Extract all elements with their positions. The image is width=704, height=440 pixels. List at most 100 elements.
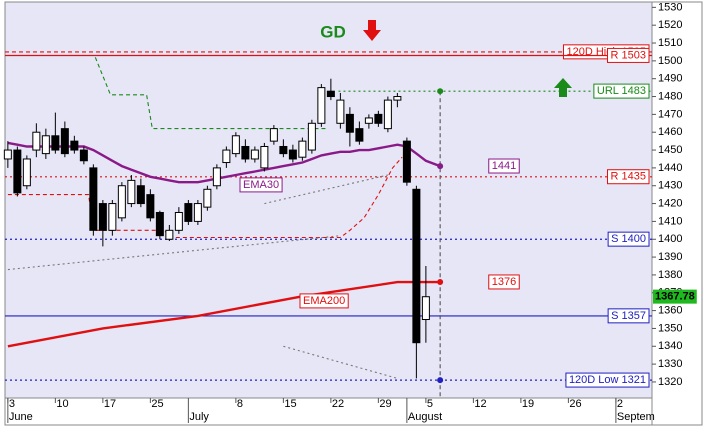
y-tick-label: 1390: [658, 251, 682, 263]
candle-body: [51, 135, 60, 151]
label-box: [565, 372, 650, 388]
level-label: R 1435: [611, 171, 646, 183]
y-tick-label: 1400: [658, 233, 682, 245]
candle-body: [421, 296, 430, 321]
x-month-label: August: [408, 411, 442, 423]
level-label: URL 1483: [597, 85, 646, 97]
y-axis-area: [651, 1, 703, 426]
candle-body: [288, 149, 297, 160]
y-tick-label: 1420: [658, 197, 682, 209]
x-tick-label: 15: [284, 398, 296, 410]
candle-body: [383, 99, 392, 130]
candle-body: [136, 185, 145, 205]
x-tick-label: 17: [104, 398, 116, 410]
y-tick-label: 1360: [658, 305, 682, 317]
y-tick-label: 1330: [658, 358, 682, 370]
x-tick-label: 8: [237, 398, 243, 410]
x-tick-label: 10: [56, 398, 68, 410]
y-tick-label: 1430: [658, 180, 682, 192]
level-dot: [437, 377, 444, 384]
x-tick-label: 29: [379, 398, 391, 410]
x-month-label: June: [9, 411, 33, 423]
candle-body: [165, 229, 174, 240]
candle-body: [146, 194, 155, 219]
level-dot: [437, 88, 444, 95]
candle-body: [374, 113, 383, 124]
candle-body: [326, 90, 335, 98]
candle-body: [108, 203, 117, 231]
x-tick-label: 2: [617, 398, 623, 410]
candle-body: [345, 113, 354, 133]
ema-line: [7, 141, 441, 184]
x-tick-label: 25: [151, 398, 163, 410]
y-tick-label: 1480: [658, 90, 682, 102]
last-price: 1367.78: [655, 291, 695, 303]
candle-body: [60, 128, 69, 155]
candle-body: [203, 188, 212, 208]
candle-body: [193, 203, 202, 222]
candle-body: [336, 99, 345, 124]
candle-body: [231, 135, 240, 155]
y-tick-label: 1470: [658, 108, 682, 120]
y-tick-label: 1450: [658, 144, 682, 156]
candle-body: [222, 149, 231, 164]
x-tick-label: 26: [569, 398, 581, 410]
candle-body: [117, 185, 126, 219]
ema-label: EMA200: [303, 295, 345, 307]
label-box: [299, 293, 349, 309]
level-label: S 1400: [611, 233, 646, 245]
x-axis-area: [4, 397, 653, 426]
candle-body: [355, 128, 364, 142]
label-box: [239, 177, 283, 193]
y-tick-label: 1350: [658, 322, 682, 334]
y-tick-label: 1460: [658, 126, 682, 138]
up-arrow: [554, 78, 572, 97]
y-tick-label: 1340: [658, 340, 682, 352]
candle-body: [41, 135, 50, 155]
y-tick-label: 1320: [658, 376, 682, 388]
y-tick-label: 1490: [658, 73, 682, 85]
x-tick-label: 5: [427, 398, 433, 410]
candle-body: [269, 128, 278, 142]
candle-body: [393, 96, 402, 101]
label-box: [607, 169, 650, 185]
x-tick-label: 19: [522, 398, 534, 410]
y-tick-label: 1380: [658, 269, 682, 281]
candle-body: [279, 145, 288, 155]
ema-end-dot: [437, 163, 444, 170]
candle-body: [364, 117, 373, 124]
y-tick-label: 1500: [658, 55, 682, 67]
candle-body: [89, 167, 98, 231]
ema-end-dot: [437, 279, 444, 286]
ema-end-label: 1376: [492, 276, 516, 288]
candle-body: [79, 149, 88, 162]
candle-body: [13, 149, 22, 194]
plot-area: [4, 1, 653, 399]
ema-end-label: 1441: [492, 160, 516, 172]
down-arrow: [363, 20, 381, 41]
candle-body: [127, 179, 136, 205]
label-box: [607, 47, 650, 63]
last-price-box: [653, 289, 697, 304]
overlay-line: [7, 235, 341, 271]
candle-body: [298, 140, 307, 158]
x-tick-label: 22: [332, 398, 344, 410]
candle-body: [241, 145, 250, 160]
label-box: [607, 231, 650, 247]
candle-body: [412, 188, 421, 344]
label-box: [488, 158, 520, 174]
candle-body: [22, 158, 31, 187]
candle-body: [317, 87, 326, 124]
label-box: [593, 83, 650, 99]
candle-body: [184, 203, 193, 222]
ema-line: [7, 280, 441, 348]
candle-body: [3, 149, 12, 160]
level-label: S 1357: [611, 310, 646, 322]
x-month-label: July: [189, 411, 209, 423]
overlay-line: [264, 174, 389, 205]
candle-body: [307, 122, 316, 151]
x-tick-label: 12: [474, 398, 486, 410]
